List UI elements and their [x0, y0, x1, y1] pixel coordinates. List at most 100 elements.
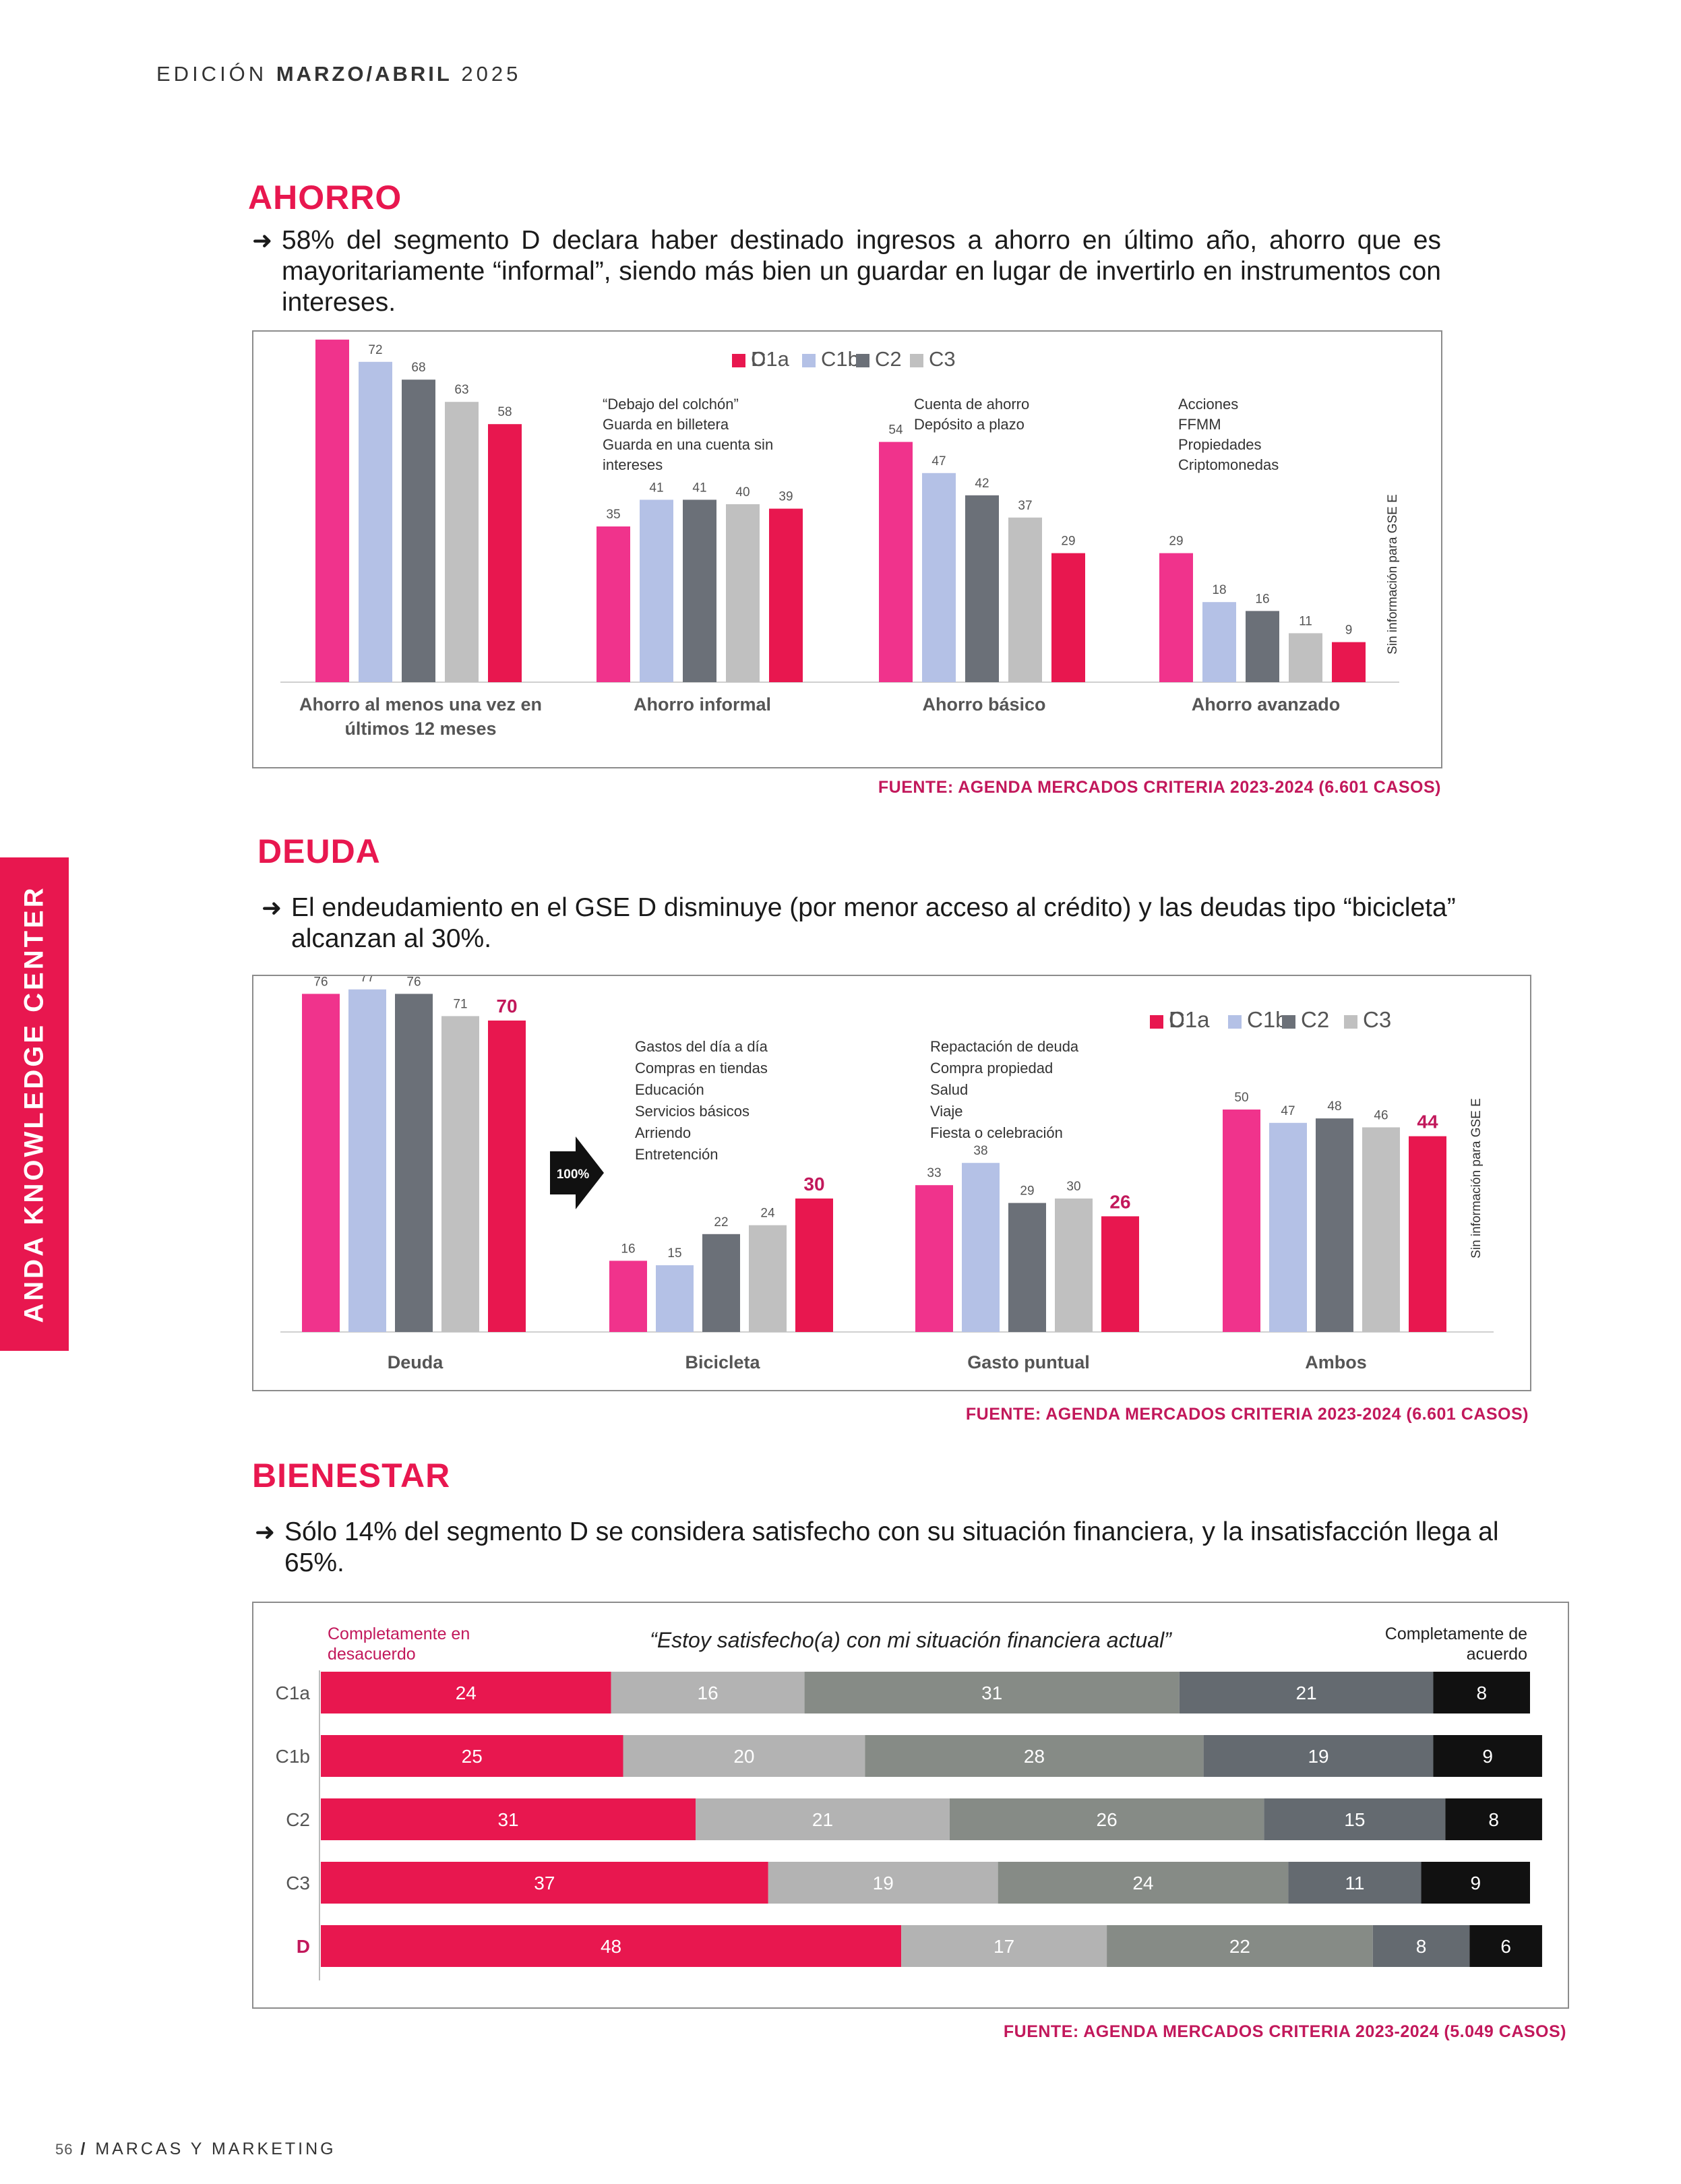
- bar-c3-1: [749, 1225, 787, 1332]
- page-number: 56: [55, 2141, 73, 2158]
- chart-ahorro: C1a C1b C2 C3 D 77 72 68 63 58 Ahorro al menos una…: [252, 330, 1442, 768]
- segment-value: 9: [1470, 1873, 1481, 1893]
- annotation-text: Depósito a plazo: [914, 416, 1025, 433]
- bar-c1b-2: [962, 1163, 1000, 1332]
- segment-4-c1a: [1433, 1672, 1530, 1713]
- side-note: Sin información para GSE E: [1386, 494, 1400, 655]
- bar-d-3: [1409, 1136, 1446, 1332]
- right-scale-label: acuerdo: [1467, 1645, 1527, 1664]
- segment-0-c3: [321, 1862, 768, 1904]
- left-scale-label: desacuerdo: [328, 1645, 416, 1664]
- segment-3-d: [1372, 1925, 1470, 1967]
- annotation-text: Propiedades: [1178, 436, 1262, 453]
- category-label: Ambos: [1305, 1352, 1367, 1372]
- segment-4-d: [1469, 1925, 1542, 1967]
- source-deuda: FUENTE: AGENDA MERCADOS CRITERIA 2023-20…: [965, 1405, 1529, 1424]
- bar-c2-3: [1316, 1118, 1353, 1332]
- annotation-text: Educación: [635, 1081, 704, 1098]
- category-label: Ahorro al menos una vez en: [299, 694, 542, 715]
- value-label: 41: [649, 481, 663, 495]
- legend-label-d: D: [751, 347, 766, 371]
- value-label: 29: [1020, 1184, 1034, 1199]
- bar-c1b-3: [1202, 602, 1236, 682]
- bar-c3-2: [1008, 517, 1042, 682]
- segment-value: 15: [1344, 1809, 1365, 1830]
- segment-4-c1b: [1433, 1735, 1542, 1777]
- annotation-text: Viaje: [930, 1103, 963, 1120]
- bar-c1b-0: [348, 989, 386, 1332]
- value-label: 68: [411, 361, 425, 375]
- bar-c2-1: [683, 499, 716, 682]
- segment-value: 19: [1308, 1746, 1328, 1767]
- bullet-bienestar-text: Sólo 14% del segmento D se considera sat…: [284, 1517, 1499, 1577]
- bar-c1a-3: [1223, 1110, 1260, 1332]
- value-label: 26: [1109, 1191, 1130, 1212]
- chart-deuda: C1a C1b C2 C3 D 76 77 76 71 70 Deuda 16 15 22 24 30 Bici…: [252, 975, 1531, 1391]
- segment-0-c2: [321, 1798, 696, 1840]
- segment-value: 8: [1476, 1682, 1487, 1703]
- value-label: 77: [325, 332, 339, 335]
- value-label: 47: [1281, 1104, 1295, 1118]
- bullet-deuda-text: El endeudamiento en el GSE D disminuye (…: [291, 893, 1456, 953]
- segment-1-c3: [768, 1862, 998, 1904]
- annotation-text: Fiesta o celebración: [930, 1124, 1063, 1141]
- bar-c2-1: [702, 1234, 740, 1332]
- segment-value: 48: [601, 1936, 621, 1957]
- row-label: D: [297, 1936, 310, 1957]
- value-label: 71: [453, 997, 467, 1011]
- category-label: Ahorro avanzado: [1192, 694, 1341, 715]
- value-label: 42: [975, 477, 989, 491]
- bar-c1a-2: [879, 442, 913, 682]
- bar-d-0: [488, 1021, 526, 1332]
- bar-c1a-1: [609, 1261, 647, 1332]
- annotation-text: Criptomonedas: [1178, 456, 1279, 473]
- value-label: 47: [931, 454, 946, 468]
- side-tab: [0, 857, 69, 1351]
- right-scale-label: Completamente de: [1385, 1625, 1527, 1643]
- row-label: C2: [286, 1809, 310, 1830]
- category-label: Ahorro informal: [634, 694, 771, 715]
- annotation-text: Gastos del día a día: [635, 1038, 768, 1055]
- legend-swatch-c3: [1344, 1015, 1357, 1029]
- row-label: C3: [286, 1873, 310, 1893]
- row-label: C1b: [276, 1746, 310, 1767]
- segment-2-c3: [998, 1862, 1289, 1904]
- value-label: 46: [1374, 1108, 1388, 1122]
- arrow-icon: ➜: [252, 226, 273, 254]
- annotation-text: Guarda en billetera: [603, 416, 729, 433]
- annotation-text: Entretención: [635, 1146, 719, 1163]
- edition-prefix: EDICIÓN: [156, 62, 268, 86]
- legend-label-c2: C2: [875, 347, 902, 371]
- bar-d-0: [488, 424, 522, 682]
- bar-d-1: [795, 1199, 833, 1332]
- legend-swatch-c2: [1282, 1015, 1295, 1029]
- value-label: 24: [760, 1207, 775, 1221]
- annotation-text: Salud: [930, 1081, 968, 1098]
- value-label: 76: [313, 976, 328, 989]
- section-title-deuda: DEUDA: [257, 832, 381, 870]
- segment-0-d: [321, 1925, 902, 1967]
- bar-d-2: [1051, 553, 1085, 682]
- segment-2-c1a: [804, 1672, 1180, 1713]
- value-label: 30: [803, 1174, 824, 1194]
- bar-c3-3: [1289, 633, 1322, 682]
- segment-4-c2: [1445, 1798, 1542, 1840]
- value-label: 16: [1255, 592, 1269, 606]
- segment-1-d: [901, 1925, 1107, 1967]
- value-label: 72: [368, 343, 382, 357]
- value-label: 76: [406, 976, 421, 989]
- category-label: Ahorro básico: [922, 694, 1045, 715]
- bar-c1b-0: [359, 361, 392, 682]
- segment-0-c1a: [321, 1672, 611, 1713]
- bullet-ahorro-text: 58% del segmento D declara haber destina…: [282, 226, 1441, 317]
- segment-value: 8: [1416, 1936, 1427, 1957]
- bar-d-1: [769, 508, 803, 682]
- legend-label-c1b: C1b: [1247, 1007, 1288, 1032]
- arrow-icon: ➜: [262, 894, 282, 921]
- edition-header: EDICIÓN MARZO/ABRIL 2025: [156, 62, 521, 86]
- row-label: C1a: [276, 1682, 311, 1703]
- segment-value: 8: [1488, 1809, 1499, 1830]
- legend-swatch-d: [1150, 1015, 1163, 1029]
- value-label: 18: [1212, 583, 1226, 597]
- chart-bienestar-svg: Completamente en desacuerdo “Estoy satisfe…: [276, 1625, 1542, 1980]
